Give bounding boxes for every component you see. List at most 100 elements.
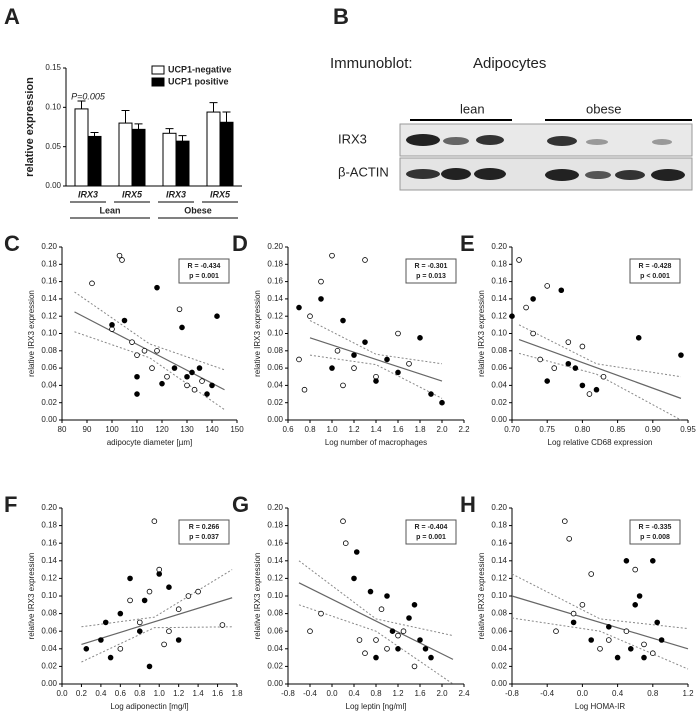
y-tick-label: 0.04: [491, 644, 507, 653]
point: [373, 654, 379, 661]
point: [329, 252, 335, 259]
point: [161, 641, 167, 648]
point: [579, 601, 586, 608]
x-tick-label: -0.8: [281, 689, 295, 698]
y-tick-label: 0.14: [491, 556, 507, 565]
y-tick-label: 0.16: [41, 538, 57, 547]
point: [406, 360, 412, 367]
x-tick-label: 1.0: [154, 689, 166, 698]
point: [185, 593, 192, 599]
point: [362, 650, 368, 656]
x-tick-label: 1.8: [414, 425, 426, 434]
point: [636, 593, 643, 599]
y-tick-label: 0.18: [41, 259, 57, 268]
confidence-band: [74, 291, 225, 371]
y-tick-label: 0.02: [41, 398, 57, 407]
y-tick-label: 0.04: [41, 381, 57, 390]
point: [196, 365, 203, 371]
point: [204, 391, 210, 397]
blot-group: obese: [586, 101, 621, 116]
bar: [175, 140, 190, 187]
confidence-band: [81, 569, 233, 628]
point: [146, 663, 153, 670]
y-tick-label: 0.00: [41, 679, 57, 688]
y-tick-label: 0.06: [267, 363, 283, 372]
y-tick-label: 0.06: [41, 363, 57, 372]
y-tick-label: 0.15: [45, 63, 61, 72]
confidence-band: [518, 324, 682, 378]
x-tick-label: 1.2: [173, 689, 185, 698]
point: [641, 654, 647, 661]
y-tick-label: 0.08: [267, 346, 283, 355]
x-tick-label: 0.90: [645, 425, 661, 434]
point: [340, 317, 346, 324]
point: [395, 645, 401, 652]
x-tick-label: 100: [105, 425, 119, 434]
y-tick-label: 0.20: [267, 503, 283, 512]
point: [649, 650, 656, 656]
y-tick-label: 0.10: [267, 591, 283, 600]
point: [384, 593, 390, 599]
x-tick-label: 1.6: [392, 425, 404, 434]
point: [565, 339, 572, 345]
point: [614, 654, 621, 661]
point: [588, 571, 594, 577]
y-tick-label: 0.08: [491, 609, 507, 618]
x-tick-label: 2.4: [458, 689, 470, 698]
y-axis-label: relative IRX3 expression: [27, 290, 36, 377]
point: [439, 399, 445, 406]
point: [623, 628, 630, 634]
stats-r: R = 0.266: [189, 524, 220, 531]
panel-letter: H: [460, 492, 476, 517]
stats-r: R = -0.301: [415, 263, 448, 270]
y-tick-label: 0.12: [491, 574, 507, 583]
y-tick-label: 0.10: [491, 329, 507, 338]
y-tick-label: 0.05: [45, 142, 61, 151]
point: [136, 619, 143, 626]
y-tick-label: 0.18: [267, 521, 283, 530]
point: [176, 306, 183, 313]
blot-image: [399, 123, 693, 191]
y-tick-label: 0.20: [267, 242, 283, 251]
y-tick-label: 0.14: [267, 556, 283, 565]
y-tick-label: 0.12: [267, 311, 283, 320]
point: [649, 557, 656, 564]
point: [154, 347, 160, 354]
point: [156, 571, 163, 577]
y-tick-label: 0.10: [267, 329, 283, 338]
point: [417, 335, 423, 341]
y-tick-label: 0.00: [267, 679, 283, 688]
y-tick-label: 0.08: [41, 346, 57, 355]
point: [184, 373, 190, 380]
point: [141, 597, 148, 604]
x-tick-label: -0.4: [303, 689, 317, 698]
point: [579, 382, 586, 389]
regression-line: [81, 597, 233, 645]
point: [109, 322, 115, 328]
point: [127, 597, 133, 604]
point: [102, 619, 109, 626]
panel-letter: G: [232, 492, 249, 517]
point: [329, 365, 335, 371]
point: [166, 584, 172, 590]
y-tick-label: 0.00: [45, 181, 61, 190]
x-axis-label: Log adiponectin [mg/l]: [110, 702, 188, 711]
error-bar: [209, 102, 218, 113]
point: [89, 280, 95, 287]
x-tick-label: 0.0: [56, 689, 68, 698]
stats-r: R = -0.335: [639, 524, 672, 531]
x-tick-label: IRX5: [122, 189, 143, 199]
confidence-band: [309, 320, 443, 365]
stats-box: [405, 258, 457, 284]
bar: [162, 132, 177, 187]
x-tick-label: 0.8: [370, 689, 382, 698]
point: [367, 588, 374, 595]
x-tick-label: 1.6: [414, 689, 426, 698]
point: [411, 601, 418, 608]
stats-box: [178, 258, 230, 284]
y-tick-label: 0.04: [267, 644, 283, 653]
point: [516, 257, 522, 263]
y-tick-label: 0.10: [491, 591, 507, 600]
x-axis-label: Log relative CD68 expression: [548, 438, 653, 447]
x-tick-label: 1.0: [326, 425, 338, 434]
